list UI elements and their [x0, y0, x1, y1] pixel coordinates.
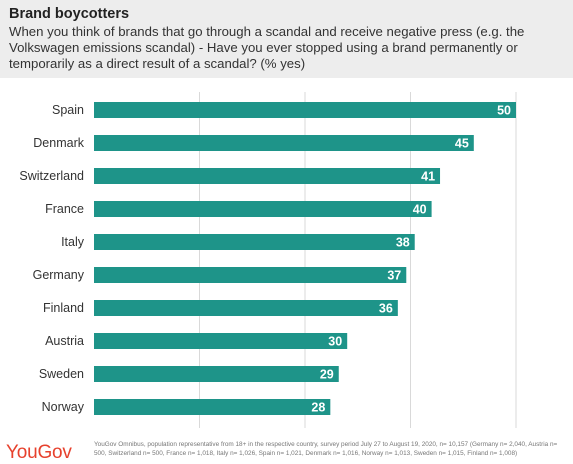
- chart-subtitle: When you think of brands that go through…: [9, 24, 525, 71]
- bar-sweden: [94, 366, 339, 382]
- footer: YouGov YouGov Omnibus, population repres…: [0, 438, 573, 464]
- bar-denmark: [94, 135, 474, 151]
- bar-france: [94, 201, 432, 217]
- category-label: Denmark: [33, 136, 84, 150]
- data-label: 29: [320, 368, 334, 382]
- category-label: Italy: [61, 235, 85, 249]
- bar-germany: [94, 267, 407, 283]
- bar-austria: [94, 333, 348, 349]
- category-label: Finland: [43, 301, 84, 315]
- category-label: Austria: [45, 334, 84, 348]
- category-label: Germany: [33, 268, 85, 282]
- data-label: 37: [387, 269, 401, 283]
- category-label: Spain: [52, 103, 84, 117]
- data-label: 50: [497, 104, 511, 118]
- data-label: 45: [455, 137, 469, 151]
- chart-title: Brand boycotters: [9, 6, 130, 22]
- data-label: 36: [379, 302, 393, 316]
- data-label: 41: [421, 170, 435, 184]
- data-label: 38: [396, 236, 410, 250]
- bar-finland: [94, 300, 398, 316]
- source-note: YouGov Omnibus, population representativ…: [94, 441, 558, 457]
- bar-italy: [94, 234, 415, 250]
- yougov-logo: YouGov: [6, 442, 72, 463]
- bar-norway: [94, 399, 331, 415]
- chart-header: Brand boycotters When you think of brand…: [0, 0, 573, 78]
- bar-chart: Spain 50 Denmark 45 Switzerland 41 France 40 Ita…: [19, 92, 517, 428]
- data-label: 40: [413, 203, 427, 217]
- category-label: Norway: [42, 400, 85, 414]
- data-label: 30: [328, 335, 342, 349]
- category-label: France: [45, 202, 84, 216]
- bar-spain: [94, 102, 516, 118]
- data-label: 28: [311, 401, 325, 415]
- bar-switzerland: [94, 168, 441, 184]
- category-label: Switzerland: [19, 169, 84, 183]
- category-label: Sweden: [39, 367, 84, 381]
